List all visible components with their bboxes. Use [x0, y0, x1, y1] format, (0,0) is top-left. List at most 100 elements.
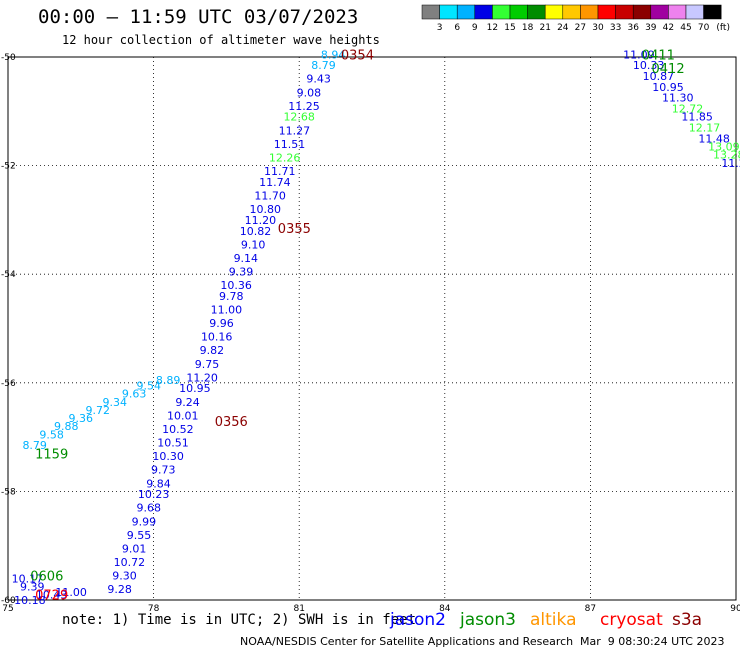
- legend-entry-cryosat: cryosat: [600, 610, 663, 630]
- x-tick-label: 84: [439, 604, 451, 614]
- data-point-label: 10.51: [157, 437, 189, 450]
- data-point-label: 13.09: [708, 141, 740, 154]
- colorbar-unit: (ft): [716, 23, 730, 33]
- data-point-label: 10.87: [643, 70, 675, 83]
- data-point-label: 9.54: [136, 380, 161, 393]
- colorbar-swatch: [580, 4, 599, 20]
- data-point-label: 11.85: [681, 111, 713, 124]
- data-point-label: 9.08: [297, 86, 322, 99]
- data-point-label: 9.99: [132, 515, 157, 528]
- data-point-label: 9.73: [151, 464, 176, 477]
- y-tick-label: -52: [1, 162, 16, 172]
- data-point-label: 10.18: [14, 594, 46, 607]
- data-point-label: 12.26: [269, 151, 301, 164]
- data-point-label: 10.52: [162, 423, 194, 436]
- data-point-label: 9.14: [234, 252, 259, 265]
- data-point-label: 9.84: [146, 477, 171, 490]
- page-title: 00:00 — 11:59 UTC 03/07/2023: [38, 6, 359, 28]
- colorbar-swatch: [615, 4, 634, 20]
- time-label: 0606: [30, 570, 63, 585]
- colorbar-swatch: [527, 4, 546, 20]
- colorbar-tick-label: 45: [680, 23, 691, 33]
- data-point-label: 12.68: [283, 111, 315, 124]
- colorbar-swatch: [509, 4, 528, 20]
- data-point-label: 11.48: [698, 132, 730, 145]
- colorbar-tick-label: 27: [575, 23, 586, 33]
- x-tick-label: 87: [585, 604, 596, 614]
- data-point-label: 11.51: [274, 138, 306, 151]
- data-point-label: 9.36: [69, 412, 94, 425]
- data-point-label: 9.96: [209, 317, 234, 330]
- data-point-label: 10.30: [152, 450, 184, 463]
- colorbar-swatch: [474, 4, 493, 20]
- colorbar-swatch: [421, 4, 440, 20]
- data-point-label: 11.27: [279, 124, 311, 137]
- data-point-label: 9.75: [195, 358, 220, 371]
- colorbar-tick-label: 15: [504, 23, 515, 33]
- time-label: 0356: [215, 415, 248, 430]
- data-point-label: 11.00: [211, 303, 243, 316]
- footer-note: note: 1) Time is in UTC; 2) SWH is in fe…: [62, 612, 417, 628]
- time-label: 0729: [35, 589, 68, 604]
- data-point-label: 9.55: [127, 529, 152, 542]
- x-tick-label: 75: [2, 604, 13, 614]
- data-point-label: 9.24: [175, 396, 200, 409]
- data-point-label: 9.10: [241, 238, 266, 251]
- x-tick-label: 81: [293, 604, 304, 614]
- data-point-label: 10.95: [179, 382, 211, 395]
- data-point-label: 10.95: [652, 81, 684, 94]
- data-point-label: 11.00: [55, 586, 87, 599]
- footer-timestamp: Mar 9 08:30:24 UTC 2023: [580, 635, 725, 648]
- data-point-label: 12.72: [672, 103, 704, 116]
- time-label: 0355: [278, 222, 311, 237]
- data-point-label: 9.88: [54, 420, 79, 433]
- page-subtitle: 12 hour collection of altimeter wave hei…: [62, 33, 380, 47]
- data-point-label: 8.89: [156, 374, 181, 387]
- colorbar-tick-label: 33: [610, 23, 621, 33]
- x-tick-label: 78: [148, 604, 160, 614]
- time-label: 0411: [642, 48, 675, 63]
- data-point-label: 9.39: [229, 265, 254, 278]
- legend-entry-jason3: jason3: [460, 610, 516, 630]
- data-point-label: 9.72: [86, 404, 111, 417]
- colorbar-swatch: [456, 4, 476, 20]
- colorbar-swatch: [703, 4, 722, 20]
- colorbar-swatch: [632, 4, 652, 20]
- data-point-label: 8.79: [311, 59, 336, 72]
- data-point-label: 9.78: [219, 290, 244, 303]
- colorbar-tick-label: 21: [539, 23, 550, 33]
- data-point-label: 9.43: [306, 73, 331, 86]
- colorbar-tick-label: 9: [472, 23, 478, 33]
- data-point-label: 10.01: [167, 409, 199, 422]
- data-point-label: 11.30: [662, 92, 694, 105]
- plot-frame: [7, 56, 737, 601]
- colorbar-tick-label: 36: [627, 23, 639, 33]
- data-point-label: 11.71: [264, 165, 296, 178]
- data-point-label: 10.16: [201, 331, 233, 344]
- data-point-label: 10.72: [114, 556, 146, 569]
- data-point-label: 10.23: [138, 488, 170, 501]
- data-point-label: 11.70: [254, 189, 286, 202]
- colorbar-swatch: [685, 4, 704, 20]
- data-point-label: 12.17: [689, 122, 721, 135]
- colorbar-tick-label: 42: [663, 23, 674, 33]
- data-point-label: 9.68: [136, 502, 161, 515]
- data-point-label: 10.43: [36, 589, 68, 602]
- data-point-label: 9.82: [200, 344, 225, 357]
- colorbar-tick-label: 12: [487, 23, 498, 33]
- data-point-label: 13.28: [713, 149, 740, 162]
- x-tick-label: 90: [730, 604, 740, 614]
- data-point-label: 8.94: [321, 48, 346, 61]
- data-point-label: 10.80: [249, 203, 281, 216]
- colorbar-tick-label: 39: [645, 23, 657, 33]
- colorbar-tick-label: 3: [437, 23, 443, 33]
- data-point-label: 10.36: [220, 279, 252, 292]
- data-point-label: 8.79: [22, 439, 47, 452]
- data-point-label: 9.58: [39, 428, 64, 441]
- data-point-label: 11.09: [623, 48, 655, 61]
- colorbar-swatch: [597, 4, 616, 20]
- data-point-label: 11.20: [186, 371, 218, 384]
- data-point-label: 11.2: [721, 157, 740, 170]
